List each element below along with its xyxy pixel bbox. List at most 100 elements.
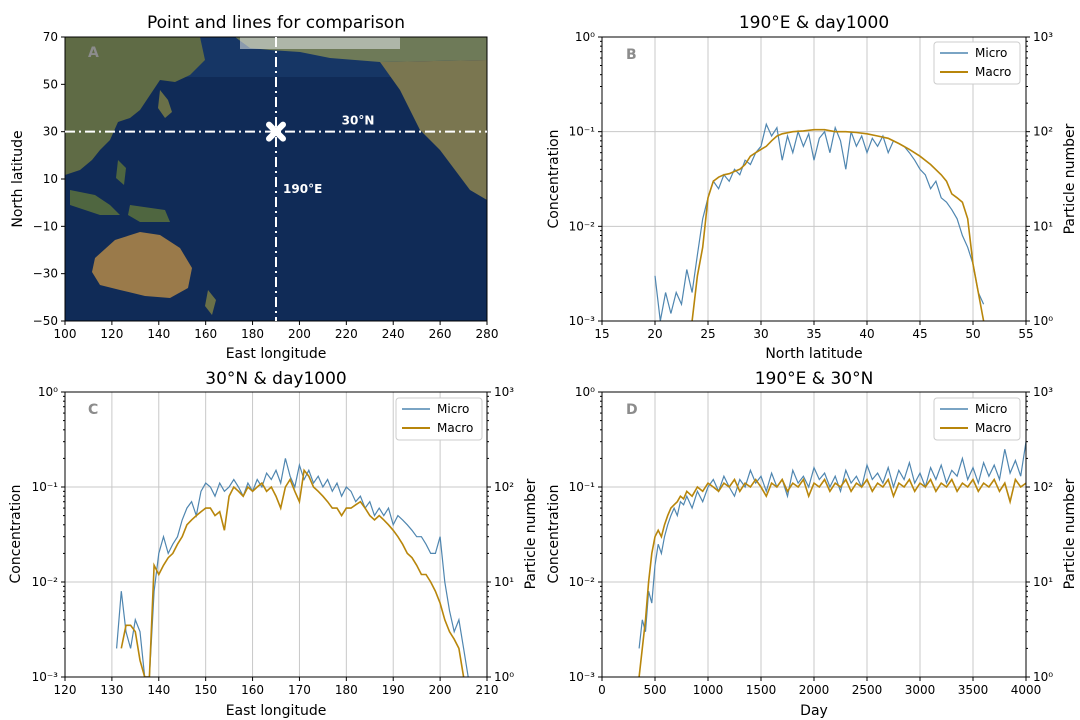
y-tick-label-right: 10¹ bbox=[1033, 575, 1053, 589]
y-tick-label: −10 bbox=[33, 219, 58, 233]
panel-b-y-ticks-left: 10⁻³ 10⁻² 10⁻¹ 10⁰ bbox=[569, 30, 602, 328]
x-tick-label: 45 bbox=[912, 327, 927, 341]
philippines-landmass bbox=[116, 160, 126, 185]
panel-c-ylabel: Concentration bbox=[8, 484, 24, 583]
japan-landmass bbox=[158, 90, 172, 118]
y-tick-label-left: 10⁻¹ bbox=[569, 125, 596, 139]
panel-d: 190°E & 30°N D 0 500 1000 1500 2000 2500 3000 3… bbox=[546, 369, 1078, 719]
marker-stroke bbox=[266, 121, 286, 142]
x-tick-label: 200 bbox=[288, 327, 311, 341]
y-tick-label-right: 10⁰ bbox=[494, 670, 514, 684]
x-tick-label: 4000 bbox=[1011, 683, 1042, 697]
x-tick-label: 3000 bbox=[905, 683, 936, 697]
panel-d-legend-micro: Micro bbox=[975, 402, 1007, 416]
y-tick-label-left: 10⁰ bbox=[575, 385, 595, 399]
panel-c-frame bbox=[64, 391, 488, 678]
panel-d-title: 190°E & 30°N bbox=[755, 369, 874, 389]
y-tick-label-right: 10¹ bbox=[494, 575, 514, 589]
panel-d-micro-line bbox=[638, 441, 1026, 649]
label-30n: 30°N bbox=[342, 114, 375, 128]
x-tick-label: 25 bbox=[700, 327, 715, 341]
panel-c-ylabel-right: Particle number bbox=[523, 478, 539, 589]
x-tick-label: 120 bbox=[100, 327, 123, 341]
x-tick-label: 210 bbox=[476, 683, 499, 697]
label-190e: 190°E bbox=[283, 182, 322, 196]
x-tick-label: 35 bbox=[806, 327, 821, 341]
panel-c-legend-micro: Micro bbox=[437, 402, 469, 416]
y-tick-label-left: 10⁻² bbox=[569, 575, 596, 589]
x-tick-label: 140 bbox=[147, 327, 170, 341]
x-tick-label: 55 bbox=[1018, 327, 1033, 341]
x-tick-label: 40 bbox=[859, 327, 874, 341]
y-tick-label-left: 10⁰ bbox=[38, 385, 58, 399]
x-tick-label: 15 bbox=[594, 327, 609, 341]
x-tick-label: 120 bbox=[54, 683, 77, 697]
y-tick-label: 10 bbox=[43, 172, 58, 186]
panel-d-y-ticks-left: 10⁻³ 10⁻² 10⁻¹ 10⁰ bbox=[569, 385, 602, 684]
panel-c-macro-line bbox=[120, 468, 465, 677]
panel-b-letter: B bbox=[626, 47, 637, 63]
new-guinea-landmass bbox=[128, 205, 170, 222]
x-tick-label: 0 bbox=[598, 683, 606, 697]
x-tick-label: 3500 bbox=[958, 683, 989, 697]
x-tick-label: 30 bbox=[753, 327, 768, 341]
y-tick-label-left: 10⁻² bbox=[569, 219, 596, 233]
panel-a-ylabel: North latitude bbox=[10, 130, 26, 227]
y-tick-label-right: 10¹ bbox=[1033, 219, 1053, 233]
panel-c-letter: C bbox=[88, 402, 98, 418]
panel-c-xlabel: East longitude bbox=[226, 703, 327, 719]
panel-c-legend: Micro Macro bbox=[395, 397, 483, 441]
indonesia-landmass bbox=[70, 190, 120, 215]
x-tick-label: 1500 bbox=[746, 683, 777, 697]
panel-b-legend-macro: Macro bbox=[975, 65, 1011, 79]
y-tick-label: 50 bbox=[43, 77, 58, 91]
panel-b-y-ticks-right: 10⁰ 10¹ 10² 10³ bbox=[1026, 30, 1053, 328]
y-tick-label-right: 10² bbox=[494, 480, 514, 494]
panel-a: Point and lines for comparison 30°N bbox=[10, 13, 498, 362]
panel-b-ylabel-right: Particle number bbox=[1062, 123, 1078, 234]
x-tick-label: 2000 bbox=[799, 683, 830, 697]
panel-d-ylabel: Concentration bbox=[546, 484, 562, 583]
x-tick-label: 150 bbox=[194, 683, 217, 697]
x-tick-label: 500 bbox=[644, 683, 667, 697]
y-tick-label-right: 10⁰ bbox=[1033, 314, 1053, 328]
panel-d-x-ticks: 0 500 1000 1500 2000 2500 3000 3500 4000 bbox=[598, 677, 1041, 697]
panel-c-y-ticks-right: 10⁰ 10¹ 10² 10³ bbox=[487, 385, 514, 684]
y-tick-label-right: 10³ bbox=[1033, 385, 1053, 399]
panel-d-legend: Micro Macro bbox=[933, 397, 1021, 441]
panel-d-legend-macro: Macro bbox=[975, 421, 1011, 435]
y-tick-label-right: 10² bbox=[1033, 480, 1053, 494]
panel-b-x-ticks: 15 20 25 30 35 40 45 50 55 bbox=[594, 321, 1034, 341]
panel-a-xlabel: East longitude bbox=[226, 346, 327, 362]
y-tick-label-left: 10⁻³ bbox=[569, 314, 596, 328]
panel-a-letter: A bbox=[88, 45, 99, 61]
y-tick-label-left: 10⁻³ bbox=[32, 670, 59, 684]
panel-b-legend: Micro Macro bbox=[933, 41, 1021, 85]
panel-c-x-ticks: 120 130 140 150 160 170 180 190 200 210 bbox=[54, 677, 499, 697]
panel-b: 190°E & day1000 B 15 20 25 30 35 40 45 50 55 10⁻… bbox=[546, 13, 1078, 362]
panel-c-title: 30°N & day1000 bbox=[205, 369, 346, 389]
y-tick-label-left: 10⁻¹ bbox=[32, 480, 59, 494]
x-tick-label: 220 bbox=[335, 327, 358, 341]
panel-b-title: 190°E & day1000 bbox=[739, 13, 889, 33]
y-tick-label: −50 bbox=[33, 314, 58, 328]
y-tick-label-left: 10⁰ bbox=[575, 30, 595, 44]
panel-c-legend-macro: Macro bbox=[437, 421, 473, 435]
panel-b-ylabel: Concentration bbox=[546, 129, 562, 228]
panel-a-x-ticks: 100 120 140 160 180 200 220 240 260 280 bbox=[54, 321, 499, 341]
panel-b-legend-micro: Micro bbox=[975, 46, 1007, 60]
y-tick-label: 70 bbox=[43, 30, 58, 44]
x-tick-label: 280 bbox=[476, 327, 499, 341]
y-tick-label-right: 10³ bbox=[1033, 30, 1053, 44]
panel-c-y-ticks-left: 10⁻³ 10⁻² 10⁻¹ 10⁰ bbox=[32, 385, 65, 684]
y-tick-label-left: 10⁻³ bbox=[569, 670, 596, 684]
panel-d-ylabel-right: Particle number bbox=[1062, 478, 1078, 589]
x-tick-label: 190 bbox=[382, 683, 405, 697]
x-tick-label: 160 bbox=[241, 683, 264, 697]
x-tick-label: 1000 bbox=[693, 683, 724, 697]
new-zealand-landmass bbox=[205, 290, 216, 315]
y-tick-label-right: 10³ bbox=[494, 385, 514, 399]
panel-c: 30°N & day1000 C 120 130 140 150 160 170 180 19… bbox=[8, 369, 539, 719]
x-tick-label: 140 bbox=[147, 683, 170, 697]
